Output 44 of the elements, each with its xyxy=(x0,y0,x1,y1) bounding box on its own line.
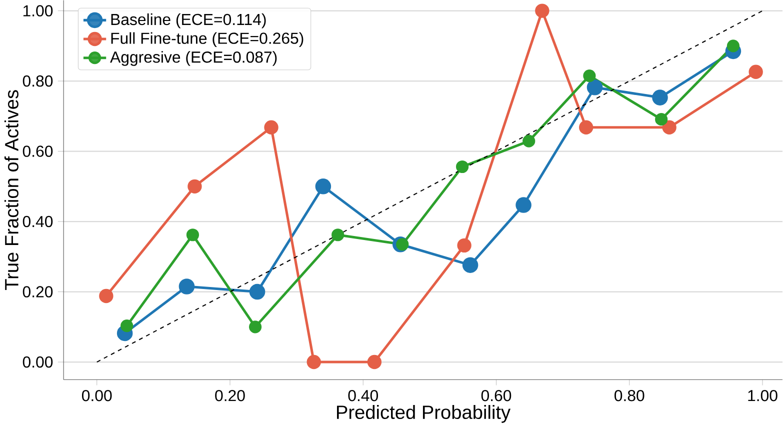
point xyxy=(306,354,321,370)
point xyxy=(662,120,676,134)
point xyxy=(186,228,200,242)
point xyxy=(264,120,278,134)
legend-label: Baseline (ECE=0.114) xyxy=(111,13,266,28)
point xyxy=(188,179,202,194)
point xyxy=(652,90,668,106)
point xyxy=(367,354,382,370)
x-axis-title: Predicted Probability xyxy=(337,404,511,423)
point xyxy=(396,238,409,251)
point xyxy=(457,238,472,252)
x-tick-label: 0.80 xyxy=(614,390,644,402)
point xyxy=(516,197,532,213)
point xyxy=(178,278,195,294)
x-tick-label: 0.40 xyxy=(348,390,378,402)
y-tick-label: 0.00 xyxy=(22,356,53,368)
point xyxy=(462,257,478,273)
point xyxy=(248,320,262,334)
legend-label: Full Fine-tune (ECE=0.265) xyxy=(111,32,304,47)
point xyxy=(535,4,550,18)
point xyxy=(579,120,594,134)
y-tick-label: 0.40 xyxy=(22,216,53,228)
legend-label: Aggresive (ECE=0.087) xyxy=(110,50,277,66)
point xyxy=(315,178,332,194)
point xyxy=(748,64,763,79)
point xyxy=(586,79,603,96)
x-tick-label: 0.00 xyxy=(82,390,112,402)
y-axis-title: True Fraction of Actives xyxy=(4,90,18,290)
y-tick-label: 0.60 xyxy=(22,146,53,157)
point xyxy=(726,40,740,52)
y-tick-label: 0.20 xyxy=(22,286,53,298)
x-tick-label: 0.60 xyxy=(481,390,512,402)
point xyxy=(249,284,266,300)
point xyxy=(522,134,536,148)
point xyxy=(120,319,134,332)
x-tick-label: 0.20 xyxy=(215,390,245,402)
y-tick-label: 1.00 xyxy=(23,5,53,16)
point xyxy=(99,288,114,303)
x-tick-label: 1.00 xyxy=(748,390,778,402)
point xyxy=(655,112,668,126)
y-tick-label: 0.80 xyxy=(22,75,53,87)
point xyxy=(456,160,469,173)
point xyxy=(332,228,344,242)
point xyxy=(583,69,596,82)
